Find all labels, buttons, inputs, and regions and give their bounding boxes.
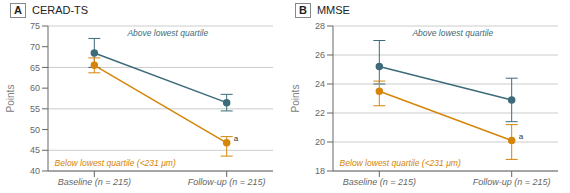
svg-text:45: 45 [30,145,40,155]
svg-text:Follow-up (n = 215): Follow-up (n = 215) [473,177,551,187]
svg-text:Baseline (n = 215): Baseline (n = 215) [343,177,416,187]
svg-text:22: 22 [315,108,325,118]
html-text:A: A [14,3,22,16]
svg-text:26: 26 [315,50,325,60]
svg-text:a: a [234,134,239,143]
svg-text:Follow-up (n = 215): Follow-up (n = 215) [188,177,266,187]
svg-text:24: 24 [315,79,325,89]
svg-text:60: 60 [30,83,40,93]
svg-text:Below lowest quartile (<231 μm: Below lowest quartile (<231 μm) [55,158,176,168]
svg-text:20: 20 [315,137,325,147]
svg-text:Points: Points [290,85,301,113]
svg-text:55: 55 [30,104,40,114]
svg-text:50: 50 [30,125,40,135]
svg-text:70: 70 [30,42,40,52]
html-text:MMSE: MMSE [317,4,350,16]
svg-text:Below lowest quartile (<231 μm: Below lowest quartile (<231 μm) [340,158,461,168]
html-text:B: B [299,3,307,16]
svg-text:Baseline (n = 215): Baseline (n = 215) [58,177,131,187]
svg-text:65: 65 [30,63,40,73]
svg-text:28: 28 [315,21,325,31]
svg-text:18: 18 [315,166,325,176]
svg-text:Above lowest quartile: Above lowest quartile [126,28,208,38]
html-text:CERAD-TS: CERAD-TS [32,4,89,16]
svg-text:a: a [519,132,524,141]
svg-text:Above lowest quartile: Above lowest quartile [411,28,493,38]
svg-text:75: 75 [30,21,40,31]
svg-text:40: 40 [30,166,40,176]
svg-text:Points: Points [8,85,16,113]
